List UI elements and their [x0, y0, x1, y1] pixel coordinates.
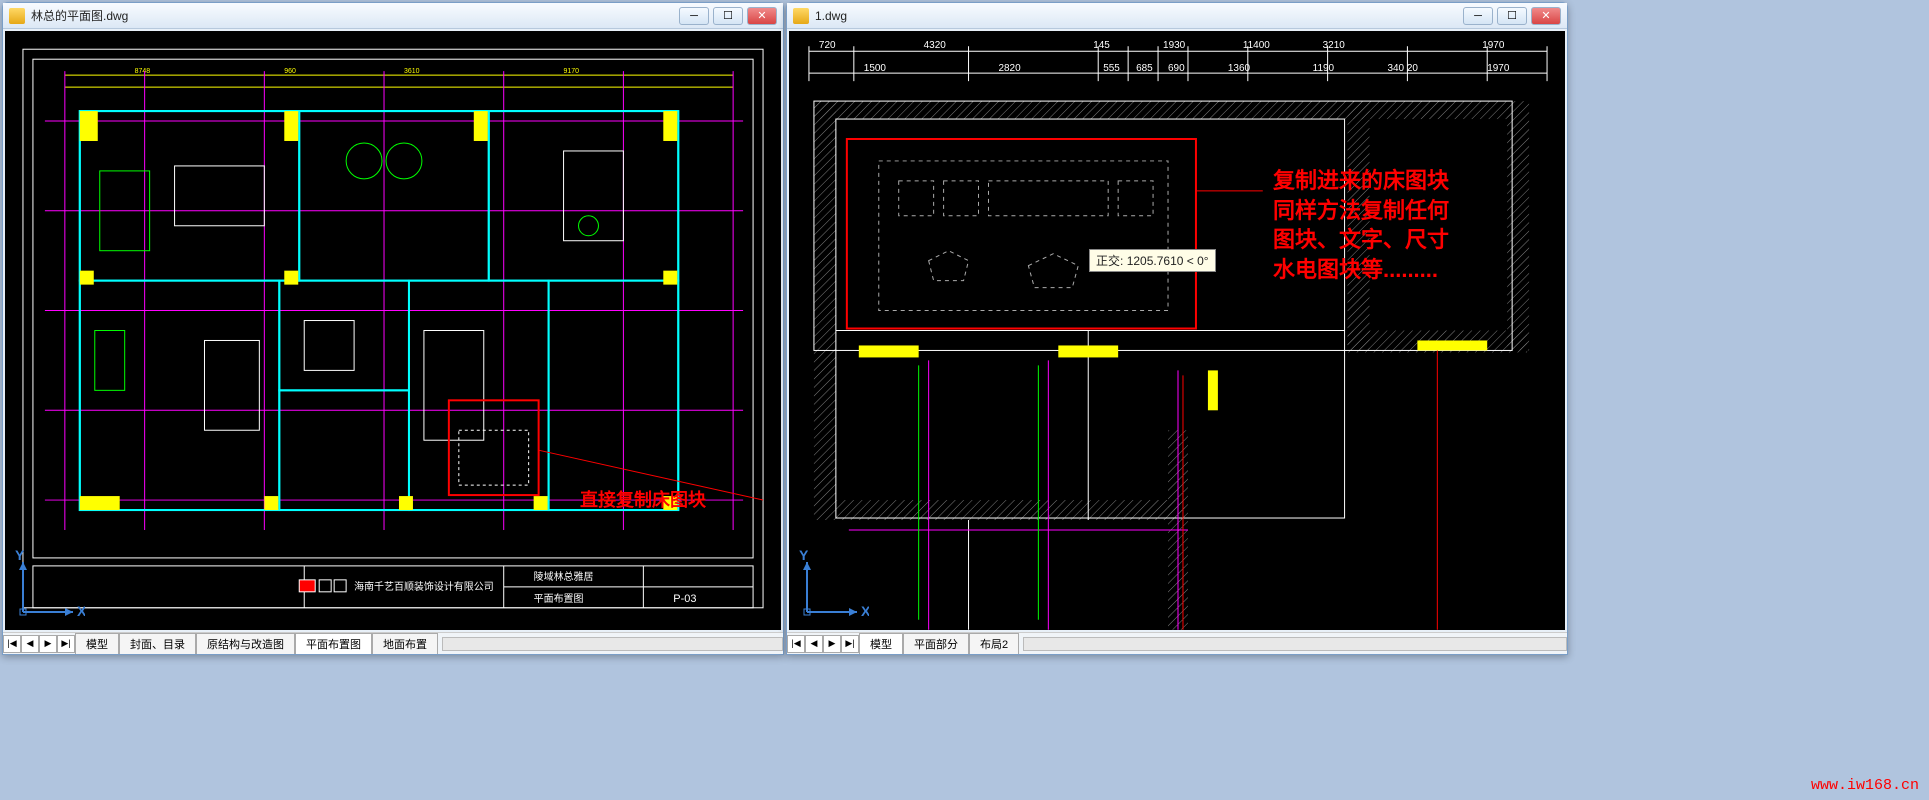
- annotation-line: 同样方法复制任何: [1273, 196, 1449, 226]
- tab-last-button[interactable]: ▶|: [841, 635, 859, 653]
- coordinate-tooltip: 正交: 1205.7610 < 0°: [1089, 249, 1216, 272]
- layout-tab[interactable]: 原结构与改造图: [196, 633, 295, 654]
- cad-window-left: 林总的平面图.dwg ─ ☐ ✕ 8748 960 3610 917: [2, 2, 784, 655]
- tooltip-label: 正交:: [1096, 254, 1123, 268]
- window-title: 1.dwg: [815, 9, 1463, 23]
- titlebar[interactable]: 林总的平面图.dwg ─ ☐ ✕: [3, 3, 783, 29]
- ucs-icon: X Y: [799, 550, 869, 620]
- titlebar[interactable]: 1.dwg ─ ☐ ✕: [787, 3, 1567, 29]
- floorplan-svg: 7204320 1451930 114003210 1970 15002820 …: [789, 31, 1565, 630]
- tab-first-button[interactable]: |◀: [3, 635, 21, 653]
- svg-text:2820: 2820: [998, 63, 1021, 74]
- svg-text:1190: 1190: [1313, 63, 1335, 74]
- dim-label: 3610: [404, 68, 420, 75]
- window-controls: ─ ☐ ✕: [679, 7, 777, 25]
- window-title: 林总的平面图.dwg: [31, 7, 679, 24]
- drawing-canvas-left[interactable]: 8748 960 3610 9170: [5, 31, 781, 630]
- svg-text:X: X: [861, 603, 869, 619]
- window-controls: ─ ☐ ✕: [1463, 7, 1561, 25]
- close-button[interactable]: ✕: [747, 7, 777, 25]
- minimize-button[interactable]: ─: [679, 7, 709, 25]
- titleblock-name: 平面布置图: [534, 593, 584, 605]
- layout-tab[interactable]: 地面布置: [372, 633, 438, 654]
- annotation-block: 复制进来的床图块 同样方法复制任何 图块、文字、尺寸 水电图块等........…: [1273, 166, 1449, 285]
- floorplan-svg: 8748 960 3610 9170: [5, 31, 781, 630]
- app-icon: [9, 8, 25, 24]
- tooltip-value: 1205.7610 < 0°: [1127, 254, 1209, 268]
- svg-text:1360: 1360: [1228, 63, 1251, 74]
- dim-label: 9170: [564, 68, 580, 75]
- svg-text:1970: 1970: [1487, 63, 1510, 74]
- watermark: www.iw168.cn: [1811, 777, 1919, 794]
- maximize-button[interactable]: ☐: [713, 7, 743, 25]
- cad-window-right: 1.dwg ─ ☐ ✕ 720 4320 145 1930 11400 3210: [786, 2, 1568, 655]
- svg-text:555: 555: [1103, 63, 1120, 74]
- annotation-line: 复制进来的床图块: [1273, 166, 1449, 196]
- annotation-line: 图块、文字、尺寸: [1273, 225, 1449, 255]
- app-icon: [793, 8, 809, 24]
- svg-text:1970: 1970: [1482, 40, 1505, 51]
- layout-tab[interactable]: 平面布置图: [295, 633, 372, 654]
- svg-text:340 20: 340 20: [1387, 63, 1418, 74]
- layout-tab[interactable]: 平面部分: [903, 633, 969, 654]
- hscroll[interactable]: [1023, 637, 1567, 651]
- layout-tab[interactable]: 模型: [859, 633, 903, 654]
- svg-text:3210: 3210: [1323, 40, 1346, 51]
- close-button[interactable]: ✕: [1531, 7, 1561, 25]
- svg-text:11400: 11400: [1243, 40, 1270, 51]
- tab-bar: |◀ ◀ ▶ ▶| 模型 平面部分 布局2: [787, 632, 1567, 654]
- tab-first-button[interactable]: |◀: [787, 635, 805, 653]
- svg-text:4320: 4320: [924, 40, 947, 51]
- layout-tab[interactable]: 模型: [75, 633, 119, 654]
- svg-text:Y: Y: [799, 550, 809, 563]
- svg-text:690: 690: [1168, 63, 1185, 74]
- annotation-text: 直接复制床图块: [580, 486, 706, 512]
- layout-tab[interactable]: 封面、目录: [119, 633, 196, 654]
- tab-bar: |◀ ◀ ▶ ▶| 模型 封面、目录 原结构与改造图 平面布置图 地面布置: [3, 632, 783, 654]
- tab-prev-button[interactable]: ◀: [21, 635, 39, 653]
- titleblock-company: 海南千艺百顺装饰设计有限公司: [354, 580, 494, 593]
- svg-text:145: 145: [1093, 40, 1110, 51]
- minimize-button[interactable]: ─: [1463, 7, 1493, 25]
- tab-prev-button[interactable]: ◀: [805, 635, 823, 653]
- dim-label: 960: [284, 68, 296, 75]
- svg-text:X: X: [77, 603, 85, 619]
- drawing-canvas-right[interactable]: 7204320 1451930 114003210 1970 15002820 …: [789, 31, 1565, 630]
- svg-text:Y: Y: [15, 550, 25, 563]
- annotation-line: 水电图块等.........: [1273, 255, 1449, 285]
- maximize-button[interactable]: ☐: [1497, 7, 1527, 25]
- dim-label: 8748: [135, 68, 151, 75]
- hscroll[interactable]: [442, 637, 783, 651]
- tab-next-button[interactable]: ▶: [823, 635, 841, 653]
- tab-next-button[interactable]: ▶: [39, 635, 57, 653]
- layout-tab[interactable]: 布局2: [969, 633, 1019, 654]
- tab-last-button[interactable]: ▶|: [57, 635, 75, 653]
- svg-text:1500: 1500: [864, 63, 887, 74]
- ucs-icon: X Y: [15, 550, 85, 620]
- titleblock-project: 陵域林总雅居: [534, 570, 594, 583]
- titleblock-sheet: P-03: [673, 593, 696, 605]
- svg-text:685: 685: [1136, 63, 1153, 74]
- svg-text:720: 720: [819, 40, 836, 51]
- svg-text:1930: 1930: [1163, 40, 1186, 51]
